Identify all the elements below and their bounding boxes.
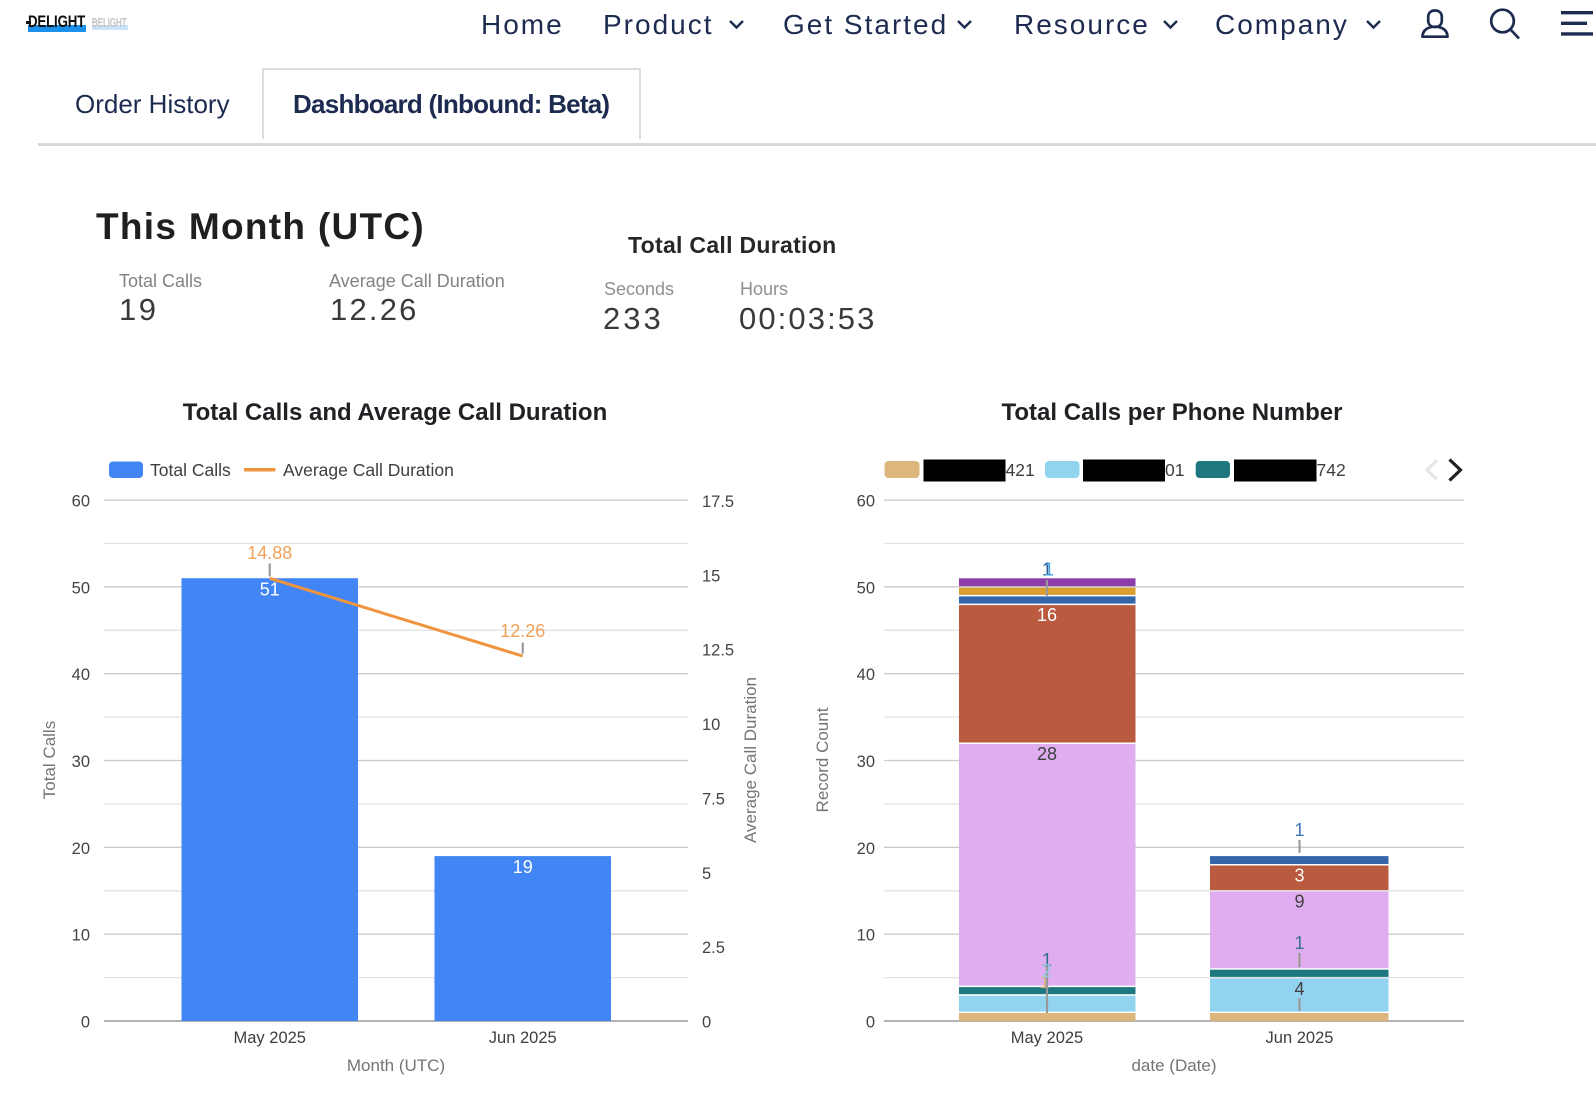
- svg-text:Total Calls and Average Call D: Total Calls and Average Call Duration: [183, 399, 608, 426]
- svg-text:1: 1: [1294, 820, 1304, 840]
- svg-text:20: 20: [72, 840, 90, 858]
- svg-text:Jun 2025: Jun 2025: [1266, 1029, 1334, 1047]
- svg-text:Month (UTC): Month (UTC): [347, 1056, 445, 1075]
- svg-text:2: 2: [1042, 961, 1052, 981]
- svg-text:10: 10: [857, 927, 875, 945]
- svg-text:15: 15: [702, 567, 720, 585]
- svg-text:Total Calls: Total Calls: [40, 721, 59, 799]
- svg-text:1: 1: [1294, 933, 1304, 953]
- svg-text:17.5: 17.5: [702, 493, 734, 511]
- svg-text:50: 50: [857, 579, 875, 597]
- svg-text:Average Call Duration: Average Call Duration: [741, 677, 760, 843]
- svg-text:16: 16: [1037, 605, 1057, 625]
- svg-text:0: 0: [866, 1014, 875, 1032]
- svg-text:12.26: 12.26: [500, 621, 545, 641]
- svg-text:60: 60: [72, 493, 90, 511]
- svg-text:14.88: 14.88: [247, 543, 292, 563]
- svg-text:9: 9: [1294, 892, 1304, 912]
- svg-text:1: 1: [1044, 560, 1054, 580]
- svg-text:Total Calls per Phone Number: Total Calls per Phone Number: [1002, 399, 1343, 426]
- svg-text:1: 1: [1042, 560, 1052, 580]
- svg-text:742: 742: [1317, 460, 1346, 480]
- svg-text:4: 4: [1294, 979, 1304, 999]
- svg-text:1: 1: [1039, 972, 1049, 992]
- svg-text:Jun 2025: Jun 2025: [489, 1029, 557, 1047]
- svg-text:Average Call Duration: Average Call Duration: [283, 460, 454, 480]
- svg-text:01: 01: [1165, 460, 1184, 480]
- svg-text:40: 40: [857, 666, 875, 684]
- svg-text:1: 1: [1042, 950, 1052, 970]
- svg-text:5: 5: [702, 865, 711, 883]
- svg-text:30: 30: [72, 753, 90, 771]
- svg-text:Record Count: Record Count: [813, 707, 832, 812]
- svg-text:421: 421: [1006, 460, 1035, 480]
- svg-text:51: 51: [260, 580, 280, 600]
- svg-text:10: 10: [702, 716, 720, 734]
- svg-text:0: 0: [81, 1014, 90, 1032]
- svg-text:50: 50: [72, 579, 90, 597]
- svg-text:12.5: 12.5: [702, 642, 734, 660]
- svg-text:date (Date): date (Date): [1131, 1056, 1216, 1075]
- svg-text:10: 10: [72, 927, 90, 945]
- svg-text:May 2025: May 2025: [1011, 1029, 1083, 1047]
- svg-text:60: 60: [857, 493, 875, 511]
- svg-text:7.5: 7.5: [702, 790, 725, 808]
- svg-text:19: 19: [513, 857, 533, 877]
- svg-text:May 2025: May 2025: [234, 1029, 306, 1047]
- svg-text:28: 28: [1037, 744, 1057, 764]
- svg-text:Total Calls: Total Calls: [150, 460, 231, 480]
- svg-text:20: 20: [857, 840, 875, 858]
- svg-text:2.5: 2.5: [702, 939, 725, 957]
- svg-text:40: 40: [72, 666, 90, 684]
- svg-text:0: 0: [702, 1014, 711, 1032]
- svg-text:30: 30: [857, 753, 875, 771]
- svg-text:3: 3: [1294, 866, 1304, 886]
